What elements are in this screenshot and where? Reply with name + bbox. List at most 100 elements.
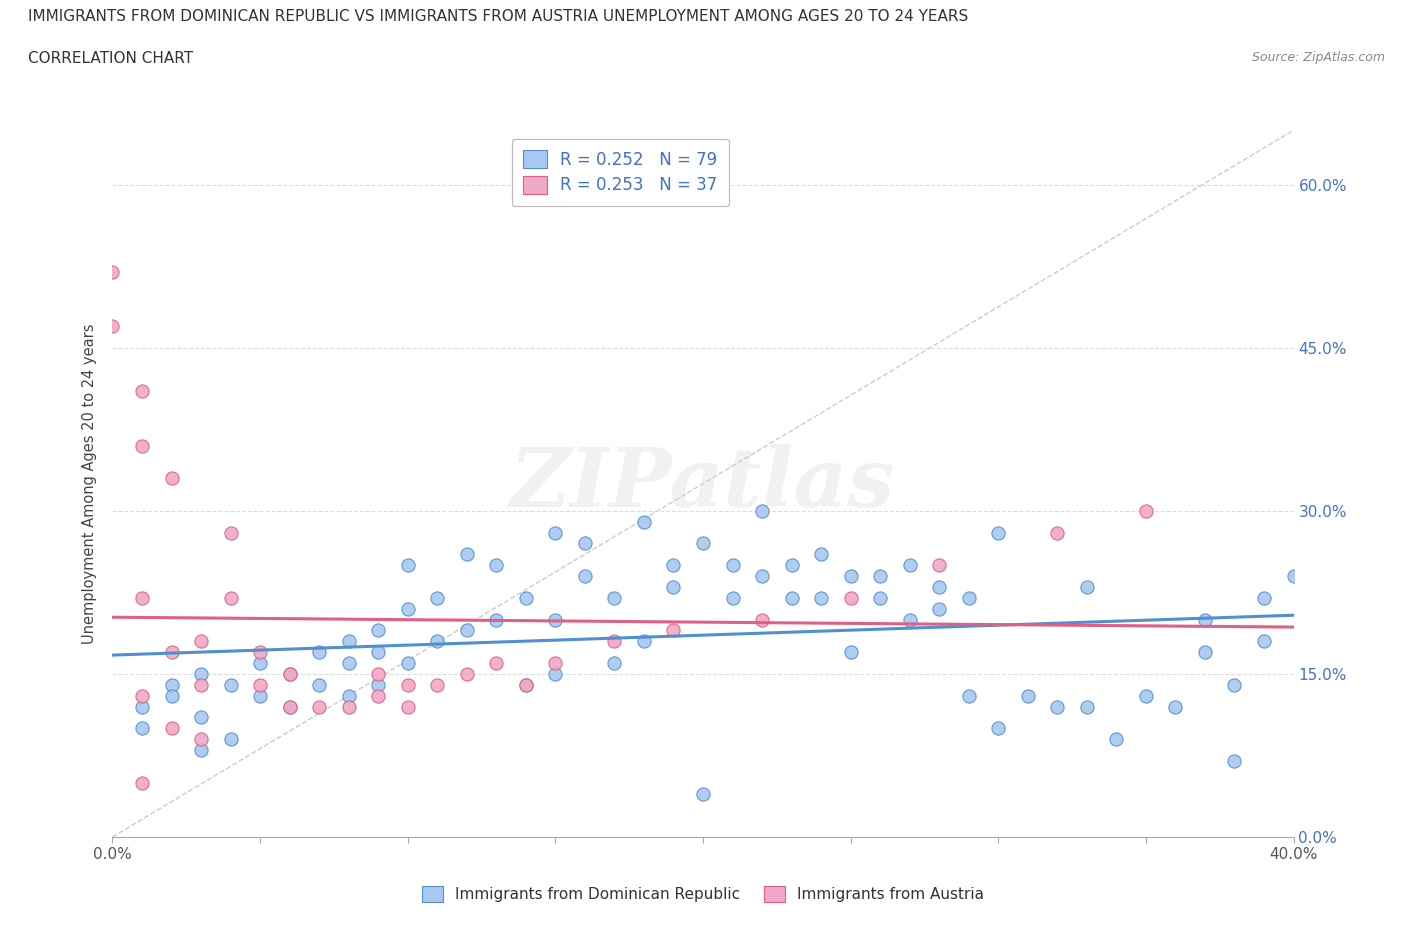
Point [544,656,567,671]
Point [426,634,449,649]
Point [367,644,389,659]
Point [367,667,389,682]
Legend: Immigrants from Dominican Republic, Immigrants from Austria: Immigrants from Dominican Republic, Immi… [411,875,995,913]
Point [131,721,153,736]
Point [278,699,301,714]
Point [160,644,183,659]
Point [131,688,153,703]
Point [515,591,537,605]
Point [987,721,1010,736]
Point [721,558,744,573]
Point [987,525,1010,540]
Point [308,699,330,714]
Point [278,667,301,682]
Point [249,677,271,692]
Point [810,591,832,605]
Point [780,591,803,605]
Point [633,514,655,529]
Point [1076,579,1098,594]
Point [574,536,596,551]
Point [515,677,537,692]
Point [249,644,271,659]
Point [131,438,153,453]
Point [544,612,567,627]
Point [1046,699,1069,714]
Point [396,677,419,692]
Point [190,732,212,747]
Point [278,667,301,682]
Text: IMMIGRANTS FROM DOMINICAN REPUBLIC VS IMMIGRANTS FROM AUSTRIA UNEMPLOYMENT AMONG: IMMIGRANTS FROM DOMINICAN REPUBLIC VS IM… [28,9,969,24]
Point [1194,612,1216,627]
Point [249,688,271,703]
Point [662,579,685,594]
Point [190,634,212,649]
Point [1223,753,1246,768]
Point [131,776,153,790]
Text: Source: ZipAtlas.com: Source: ZipAtlas.com [1251,51,1385,64]
Point [869,591,891,605]
Point [485,612,508,627]
Point [337,699,360,714]
Point [1253,591,1275,605]
Text: CORRELATION CHART: CORRELATION CHART [28,51,193,66]
Point [603,656,626,671]
Point [485,656,508,671]
Point [692,536,714,551]
Point [928,579,950,594]
Point [337,634,360,649]
Point [515,677,537,692]
Point [603,591,626,605]
Point [101,264,124,279]
Point [1076,699,1098,714]
Point [1164,699,1187,714]
Point [249,656,271,671]
Point [692,786,714,801]
Point [456,667,478,682]
Point [1017,688,1039,703]
Point [839,568,862,583]
Text: ZIPatlas: ZIPatlas [510,444,896,524]
Point [1046,525,1069,540]
Point [426,591,449,605]
Point [456,547,478,562]
Point [131,699,153,714]
Point [662,623,685,638]
Point [278,699,301,714]
Point [544,667,567,682]
Point [839,591,862,605]
Point [928,558,950,573]
Point [396,656,419,671]
Point [367,688,389,703]
Point [1135,503,1157,518]
Point [721,591,744,605]
Y-axis label: Unemployment Among Ages 20 to 24 years: Unemployment Among Ages 20 to 24 years [82,324,97,644]
Point [780,558,803,573]
Point [1253,634,1275,649]
Point [1223,677,1246,692]
Point [131,591,153,605]
Point [1105,732,1128,747]
Point [219,525,242,540]
Point [1282,568,1305,583]
Point [633,634,655,649]
Point [544,525,567,540]
Point [219,732,242,747]
Point [898,558,921,573]
Point [603,634,626,649]
Point [160,471,183,485]
Point [751,568,773,583]
Legend: R = 0.252   N = 79, R = 0.253   N = 37: R = 0.252 N = 79, R = 0.253 N = 37 [512,139,728,206]
Point [190,677,212,692]
Point [869,568,891,583]
Point [190,710,212,724]
Point [160,677,183,692]
Point [957,688,980,703]
Point [337,656,360,671]
Point [898,612,921,627]
Point [367,623,389,638]
Point [810,547,832,562]
Point [1194,644,1216,659]
Point [396,558,419,573]
Point [101,318,124,333]
Point [485,558,508,573]
